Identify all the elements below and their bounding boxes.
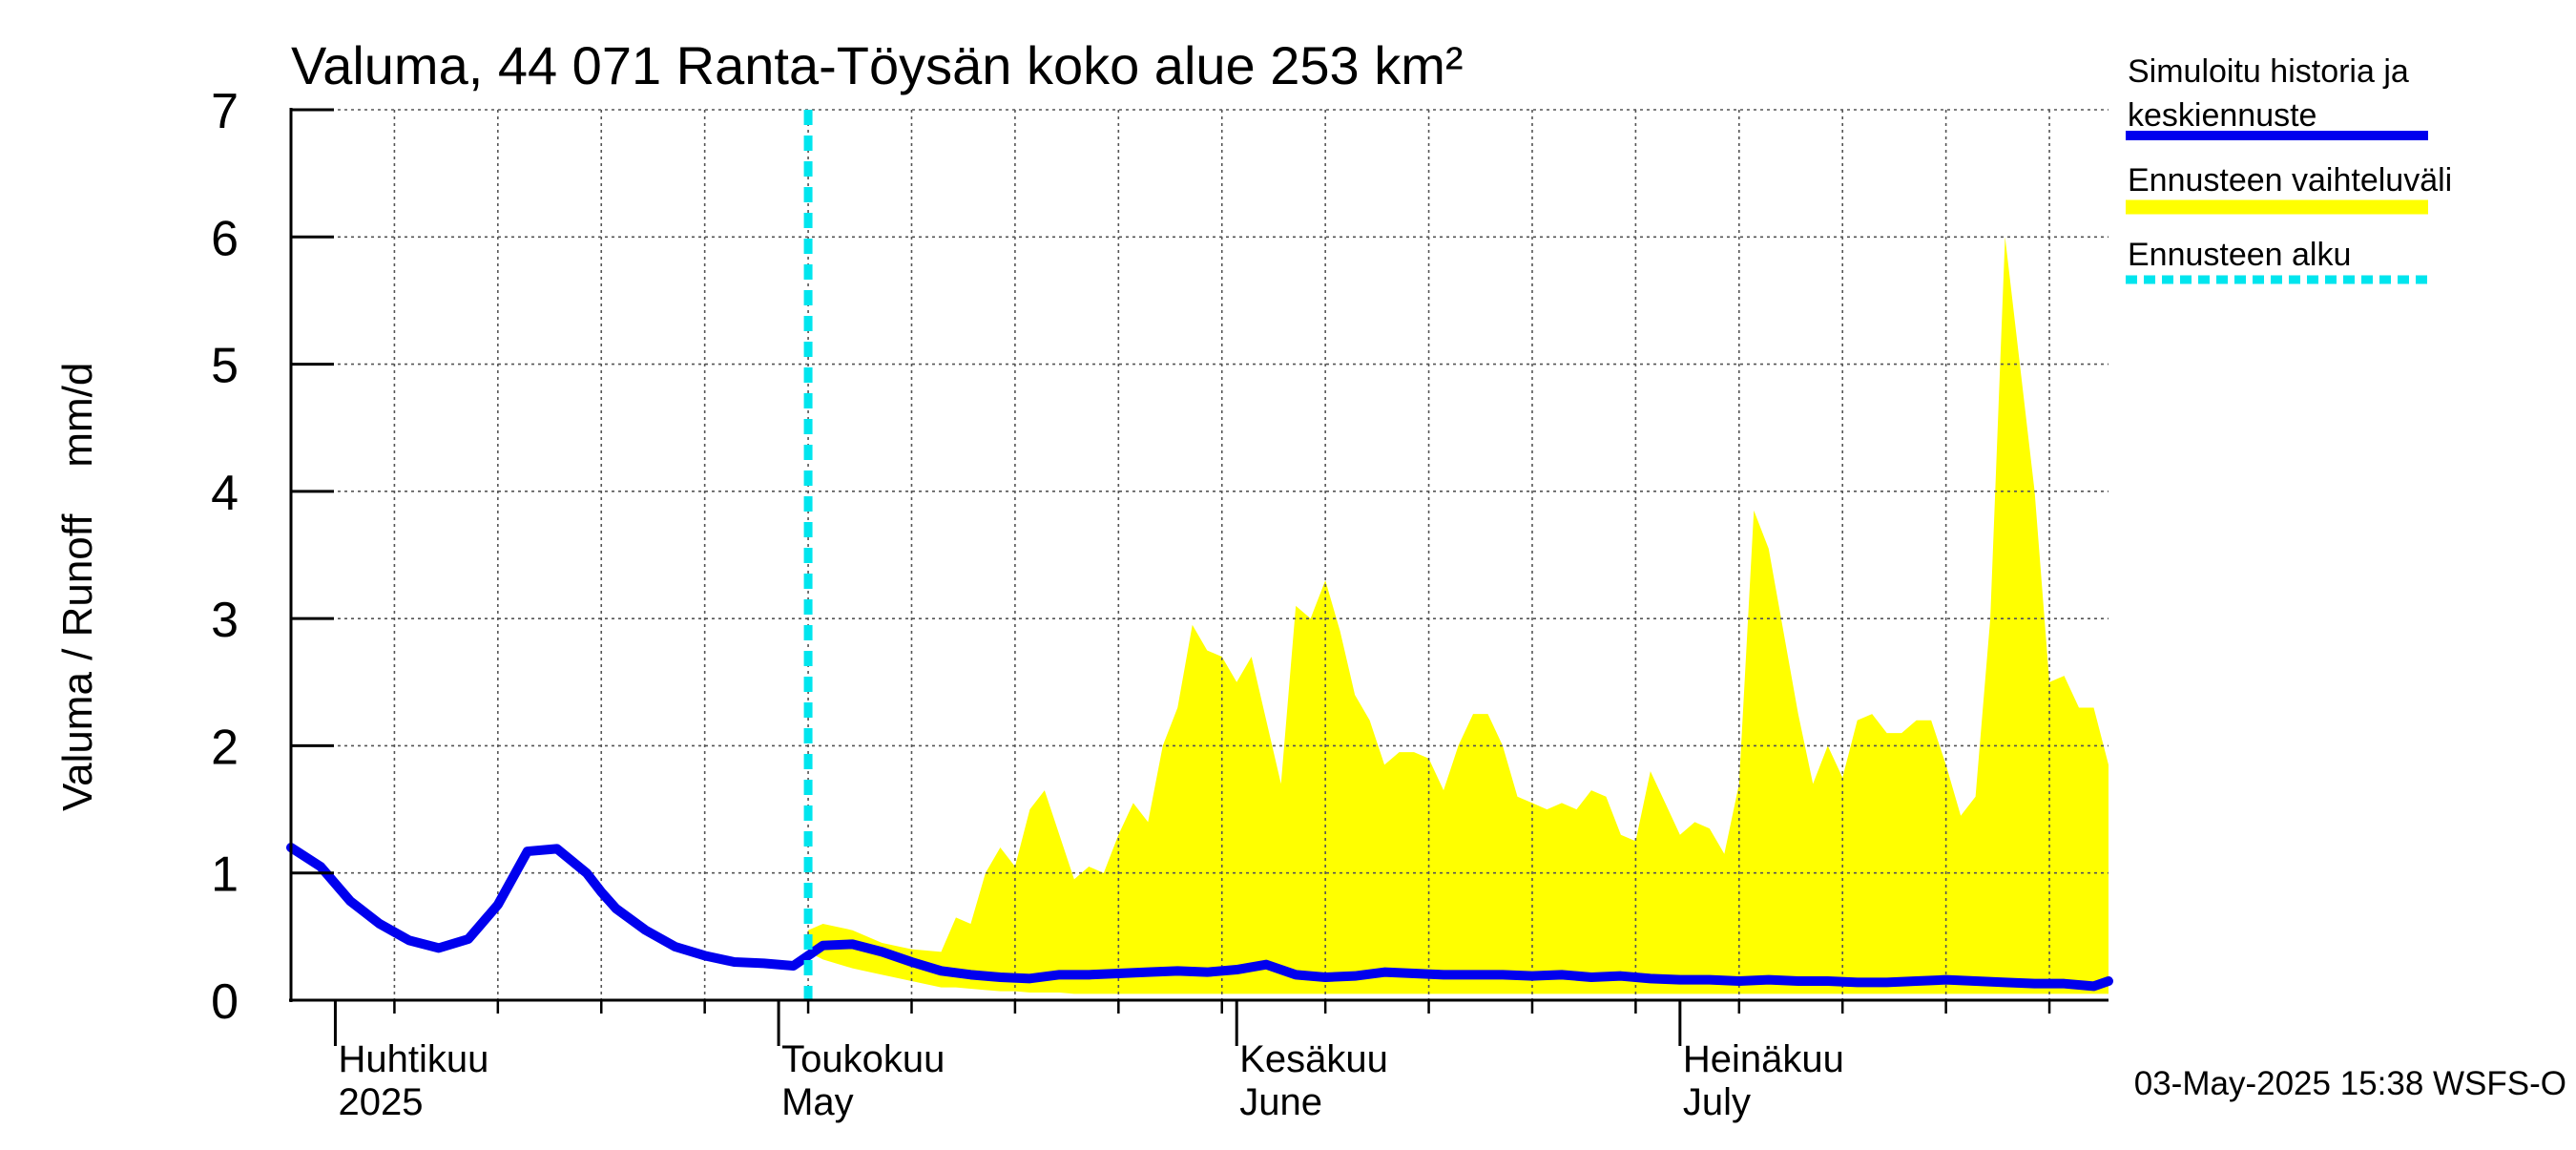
x-month-sublabel: May bbox=[781, 1081, 854, 1123]
y-tick-label: 3 bbox=[211, 593, 239, 648]
simulated-runoff-line bbox=[286, 843, 2113, 992]
x-month-label: Heinäkuu bbox=[1683, 1038, 1844, 1080]
legend-label: Ennusteen vaihteluväli bbox=[2128, 162, 2452, 199]
axes-layer bbox=[289, 108, 2109, 1046]
x-month-label: Kesäkuu bbox=[1239, 1038, 1388, 1080]
y-tick-label: 6 bbox=[211, 211, 239, 266]
x-month-label: Huhtikuu bbox=[338, 1038, 488, 1080]
x-month-sublabel: 2025 bbox=[338, 1081, 423, 1123]
x-month-label: Toukokuu bbox=[781, 1038, 945, 1080]
legend-label: Simuloitu historia ja bbox=[2128, 53, 2409, 90]
footer-timestamp: 03-May-2025 15:38 WSFS-O bbox=[2134, 1065, 2566, 1102]
x-month-sublabel: June bbox=[1239, 1081, 1322, 1123]
forecast-range-band bbox=[808, 237, 2109, 994]
y-tick-label: 4 bbox=[211, 466, 239, 521]
y-tick-label: 5 bbox=[211, 339, 239, 394]
chart-title: Valuma, 44 071 Ranta-Töysän koko alue 25… bbox=[291, 35, 1464, 95]
y-tick-label: 7 bbox=[211, 84, 239, 139]
y-tick-label: 1 bbox=[211, 847, 239, 903]
legend-label: Ennusteen alku bbox=[2128, 237, 2351, 273]
x-month-sublabel: July bbox=[1683, 1081, 1751, 1123]
grid-layer bbox=[291, 109, 2109, 1000]
y-tick-label: 0 bbox=[211, 974, 239, 1030]
range-band-layer bbox=[808, 237, 2109, 994]
legend: Simuloitu historia ja keskiennuste Ennuste… bbox=[2126, 53, 2452, 284]
y-axis-label: Valuma / Runoff mm/d bbox=[54, 363, 101, 811]
text-layer: Valuma, 44 071 Ranta-Töysän koko alue 25… bbox=[54, 35, 2566, 1123]
y-tick-label: 2 bbox=[211, 720, 239, 775]
simulated-line-layer bbox=[286, 110, 2113, 1000]
legend-label: keskiennuste bbox=[2128, 97, 2316, 134]
